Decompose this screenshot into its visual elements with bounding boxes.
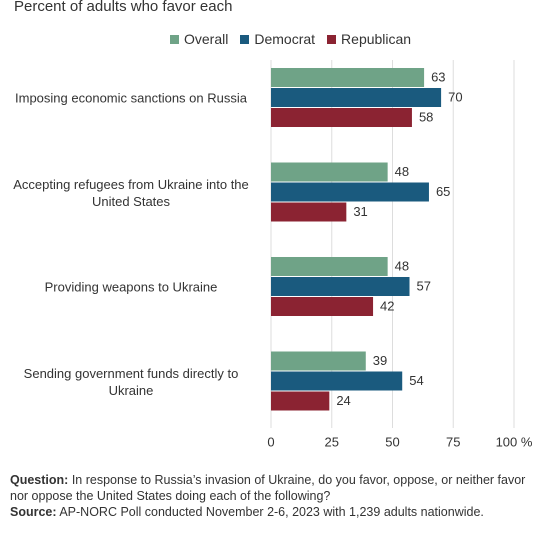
bar (271, 88, 442, 107)
legend-swatch (327, 35, 337, 44)
bar (271, 371, 403, 391)
value-label: 58 (419, 109, 433, 124)
footer: Question: In response to Russia’s invasi… (10, 472, 542, 520)
value-label: 42 (380, 298, 394, 313)
x-tick-label: 100 % (496, 434, 533, 449)
bar (271, 182, 429, 202)
value-label: 70 (448, 89, 462, 104)
value-label: 57 (417, 278, 431, 293)
bar (271, 297, 374, 316)
legend-item: Democrat (240, 31, 315, 47)
legend-label: Overall (184, 31, 229, 47)
legend-label: Democrat (254, 31, 316, 47)
value-label: 65 (436, 184, 450, 199)
bar (271, 391, 330, 411)
value-label: 31 (353, 204, 367, 219)
category-label: Imposing economic sanctions on Russia (15, 90, 247, 106)
bar (271, 257, 388, 276)
bar (271, 351, 366, 371)
x-tick-label: 0 (267, 434, 274, 449)
bar (271, 108, 412, 127)
bar (271, 162, 388, 182)
bar (271, 202, 347, 222)
category-label: Providing weapons to Ukraine (44, 279, 218, 295)
note-label: Question: (10, 473, 69, 487)
legend-swatch (240, 35, 250, 44)
legend-swatch (170, 35, 179, 44)
subtitle: Percent of adults who favor each (14, 0, 233, 15)
legend-item: Overall (170, 31, 228, 47)
x-tick-label: 50 (385, 434, 399, 449)
value-label: 24 (336, 393, 350, 408)
legend-label: Republican (341, 31, 412, 47)
x-tick-label: 25 (325, 434, 339, 449)
note: In response to Russia’s invasion of Ukra… (10, 473, 526, 503)
legend: Overall Democrat Republican (170, 31, 411, 47)
value-label: 63 (431, 69, 445, 84)
source: AP-NORC Poll conducted November 2-6, 202… (59, 505, 484, 519)
value-label: 48 (395, 164, 409, 179)
value-label: 48 (395, 258, 409, 273)
source-label: Source: (10, 505, 57, 519)
value-label: 39 (373, 353, 387, 368)
bar (271, 277, 410, 296)
legend-item: Republican (327, 31, 411, 47)
x-tick-label: 75 (446, 434, 460, 449)
value-label: 54 (409, 373, 423, 388)
category-label: Accepting refugees from Ukraine into the… (13, 176, 249, 209)
category-label: Sending government funds directly to Ukr… (23, 365, 239, 398)
bar (271, 68, 425, 87)
